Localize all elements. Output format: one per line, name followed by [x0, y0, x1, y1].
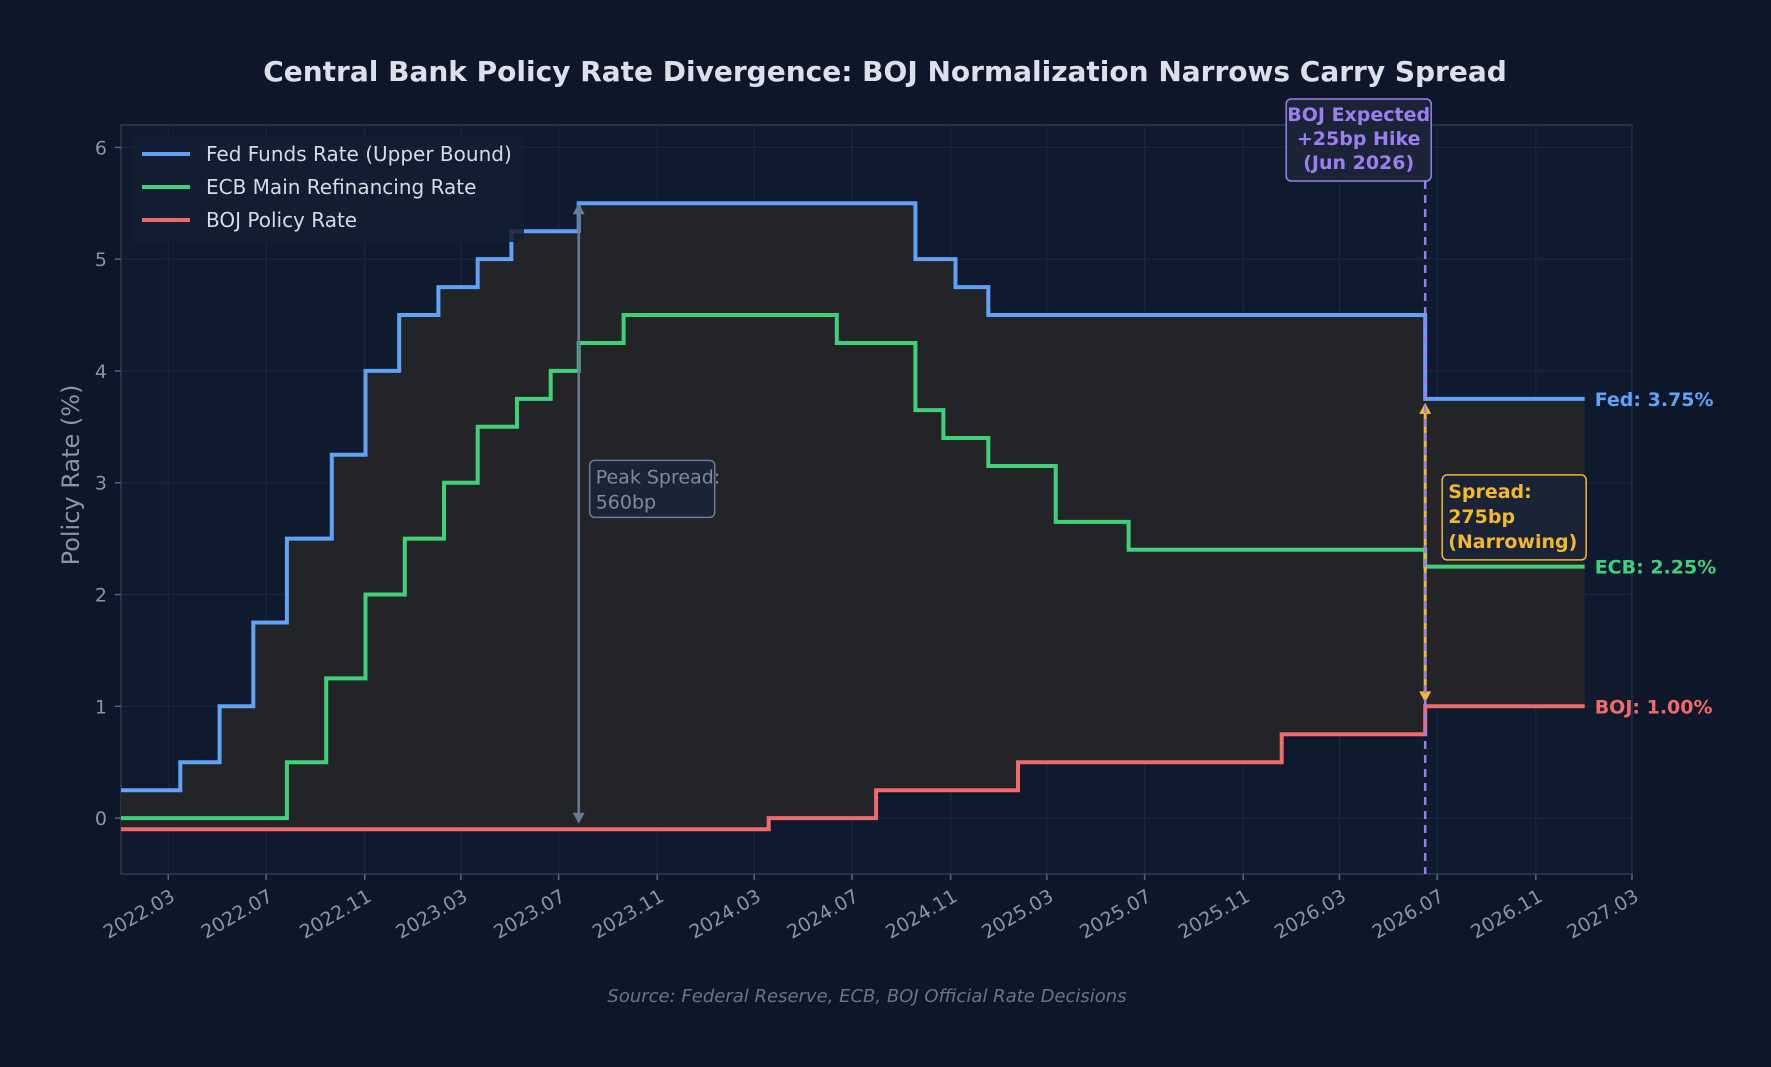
end-labels: Fed: 3.75% ECB: 2.25% BOJ: 1.00%	[1595, 389, 1717, 718]
current-spread-text: (Narrowing)	[1448, 531, 1577, 553]
legend: Fed Funds Rate (Upper Bound) ECB Main Ref…	[132, 136, 524, 242]
legend-label-boj: BOJ Policy Rate	[206, 208, 357, 232]
current-spread-text: Spread:	[1448, 481, 1532, 503]
boj-expected-text: BOJ Expected	[1287, 104, 1430, 126]
legend-label-fed: Fed Funds Rate (Upper Bound)	[206, 142, 512, 166]
peak-spread-box	[588, 459, 716, 519]
peak-spread-text: 560bp	[596, 491, 656, 513]
series-line-fed	[121, 201, 1585, 793]
end-label-fed: Fed: 3.75%	[1595, 389, 1714, 411]
y-tick-label: 5	[95, 249, 107, 271]
y-tick-label: 2	[95, 585, 107, 607]
current-spread-arrowhead-bottom	[1419, 691, 1432, 703]
end-label-ecb: ECB: 2.25%	[1595, 557, 1717, 579]
y-tick-label: 0	[95, 808, 107, 830]
y-tick-label: 3	[95, 473, 107, 495]
legend-label-ecb: ECB Main Refinancing Rate	[206, 175, 476, 199]
peak-spread-arrowhead-top	[572, 203, 585, 215]
y-axis-label: Policy Rate (%)	[57, 385, 85, 566]
chart-title: Central Bank Policy Rate Divergence: BOJ…	[263, 55, 1507, 88]
end-label-boj: BOJ: 1.00%	[1595, 696, 1713, 718]
current-spread-box	[1441, 474, 1587, 561]
legend-box	[132, 136, 524, 242]
y-tick-label: 6	[95, 137, 107, 159]
peak-spread-arrowhead-bottom	[572, 812, 585, 824]
y-tick-label: 4	[95, 361, 107, 383]
peak-spread-text: Peak Spread:	[596, 466, 720, 488]
current-spread-text: 275bp	[1448, 506, 1515, 528]
boj-expected-text: +25bp Hike	[1297, 128, 1421, 150]
boj-expected-text: (Jun 2026)	[1303, 152, 1414, 174]
spread-fill-area	[121, 203, 1585, 830]
annotations: Peak Spread: 560bp Spread: 275bp (Narrowing)…	[572, 98, 1587, 874]
y-tick-label: 1	[95, 696, 107, 718]
boj-expected-box	[1285, 98, 1432, 182]
source-note: Source: Federal Reserve, ECB, BOJ Offici…	[607, 986, 1126, 1007]
